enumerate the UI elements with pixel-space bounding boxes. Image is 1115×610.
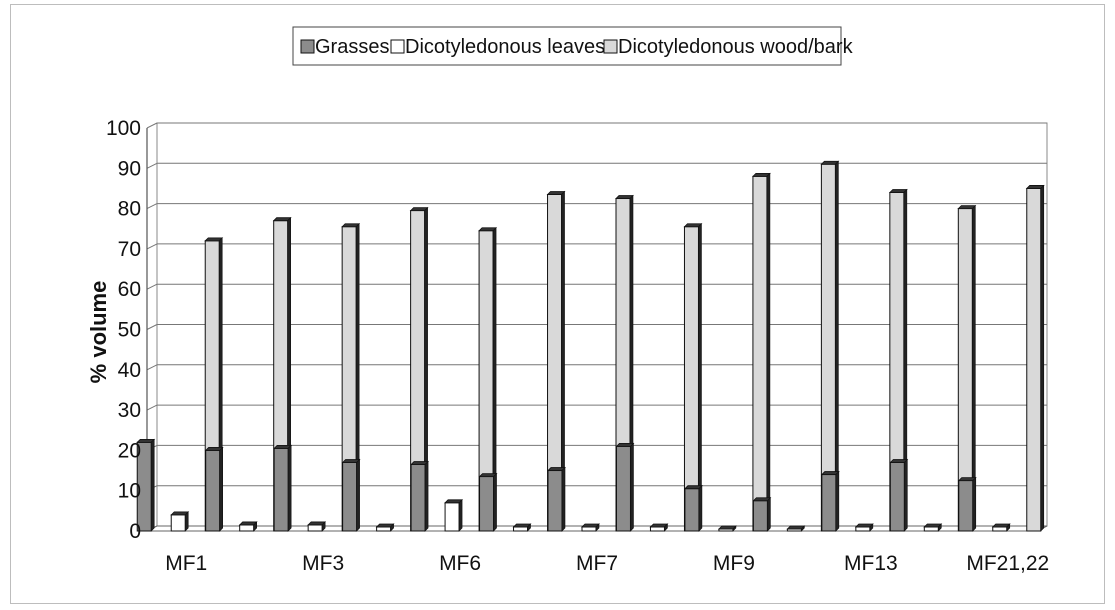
bar-MF3-1 [307,521,327,532]
bar-MF10-0 [752,497,772,532]
bar-MF14-2 [957,204,977,532]
bar-MF4-1 [375,523,395,532]
bar-MF21,22-2 [1025,184,1045,532]
gridline-side-80 [146,203,158,210]
y-tick-label: 70 [118,238,141,261]
x-tick-label: MF3 [302,552,344,575]
gridline-side-30 [146,404,158,411]
bar-MF3-2 [341,223,361,532]
legend-box [292,26,842,66]
bar-MF1-0 [136,438,156,532]
gridline-side-50 [146,324,158,330]
gridline-side-70 [146,243,158,250]
bar-MF2-0 [204,446,224,532]
legend-swatch-dicot-leaves [390,39,405,54]
bar-MF7-0 [547,466,566,532]
y-tick-label: 30 [118,399,141,422]
gridline-side-60 [146,283,158,290]
y-tick-label: 10 [118,480,141,503]
bar-MF9-2 [751,172,771,532]
legend-label-dicot-wood: Dicotyledonous wood/bark [618,36,854,58]
bar-MF21,22-1 [991,523,1011,532]
bar-MF13-2 [888,188,908,532]
legend-swatch-grasses [300,39,315,54]
bar-MF5-1 [512,523,532,532]
gridline-side-90 [146,162,158,169]
bars [136,160,1045,532]
bar-MF3-0 [273,444,293,532]
bar-MF14-0 [889,458,909,532]
x-tick-label: MF7 [576,552,618,575]
y-tick-label: 80 [118,198,141,221]
bar-MF5-0 [478,472,498,532]
bar-MF9-0 [683,484,703,532]
bar-MF14-1 [923,523,943,532]
bar-MF8-0 [615,442,635,532]
y-axis-ticks: 0 10 20 30 40 50 60 70 80 90 100 [106,117,141,543]
bar-MF13-1 [854,523,874,532]
y-tick-label: 40 [118,359,141,382]
x-tick-label: MF21,22 [966,552,1049,575]
y-tick-label: 90 [118,157,141,180]
y-tick-label: 60 [118,278,141,301]
bar-MF9-1 [717,525,737,532]
x-tick-label: MF13 [844,552,898,575]
y-axis-label: % volume [86,281,111,384]
bar-MF10-1 [786,525,806,532]
y-tick-label: 20 [118,439,141,462]
y-tick-label: 50 [118,319,141,342]
bar-MF13-0 [820,470,840,532]
gridline-side-100 [146,122,158,129]
gridline-side-40 [146,364,158,371]
y-tick-label: 100 [106,117,141,140]
bar-chart: Grasses Dicotyledonous leaves Dicotyledo… [86,26,1049,575]
chart-frame: Grasses Dicotyledonous leaves Dicotyledo… [10,4,1105,604]
y-tick-label: 0 [129,520,141,543]
bar-MF6-2 [478,227,498,532]
x-tick-label: MF6 [439,552,481,575]
legend-label-dicot-leaves: Dicotyledonous leaves [405,36,605,58]
x-tick-label: MF9 [713,552,755,575]
x-tick-label: MF1 [165,552,207,575]
bar-MF6-1 [444,499,464,532]
legend: Grasses Dicotyledonous leaves Dicotyledo… [292,26,854,66]
bar-MF8-1 [649,523,669,532]
bar-MF1-1 [170,511,190,532]
bar-MF4-0 [341,458,361,532]
bar-MF5-2 [546,190,566,532]
legend-label-grasses: Grasses [315,36,389,58]
bar-MF2-1 [238,521,258,532]
legend-swatch-dicot-wood [603,39,618,54]
bar-MF8-2 [683,223,703,532]
x-axis-ticks: MF1 MF3 MF6 MF7 MF9 MF13 MF21,22 [165,552,1049,575]
bar-MF21,22-0 [957,476,977,532]
bar-MF7-1 [581,523,600,532]
bar-MF6-0 [410,460,430,532]
